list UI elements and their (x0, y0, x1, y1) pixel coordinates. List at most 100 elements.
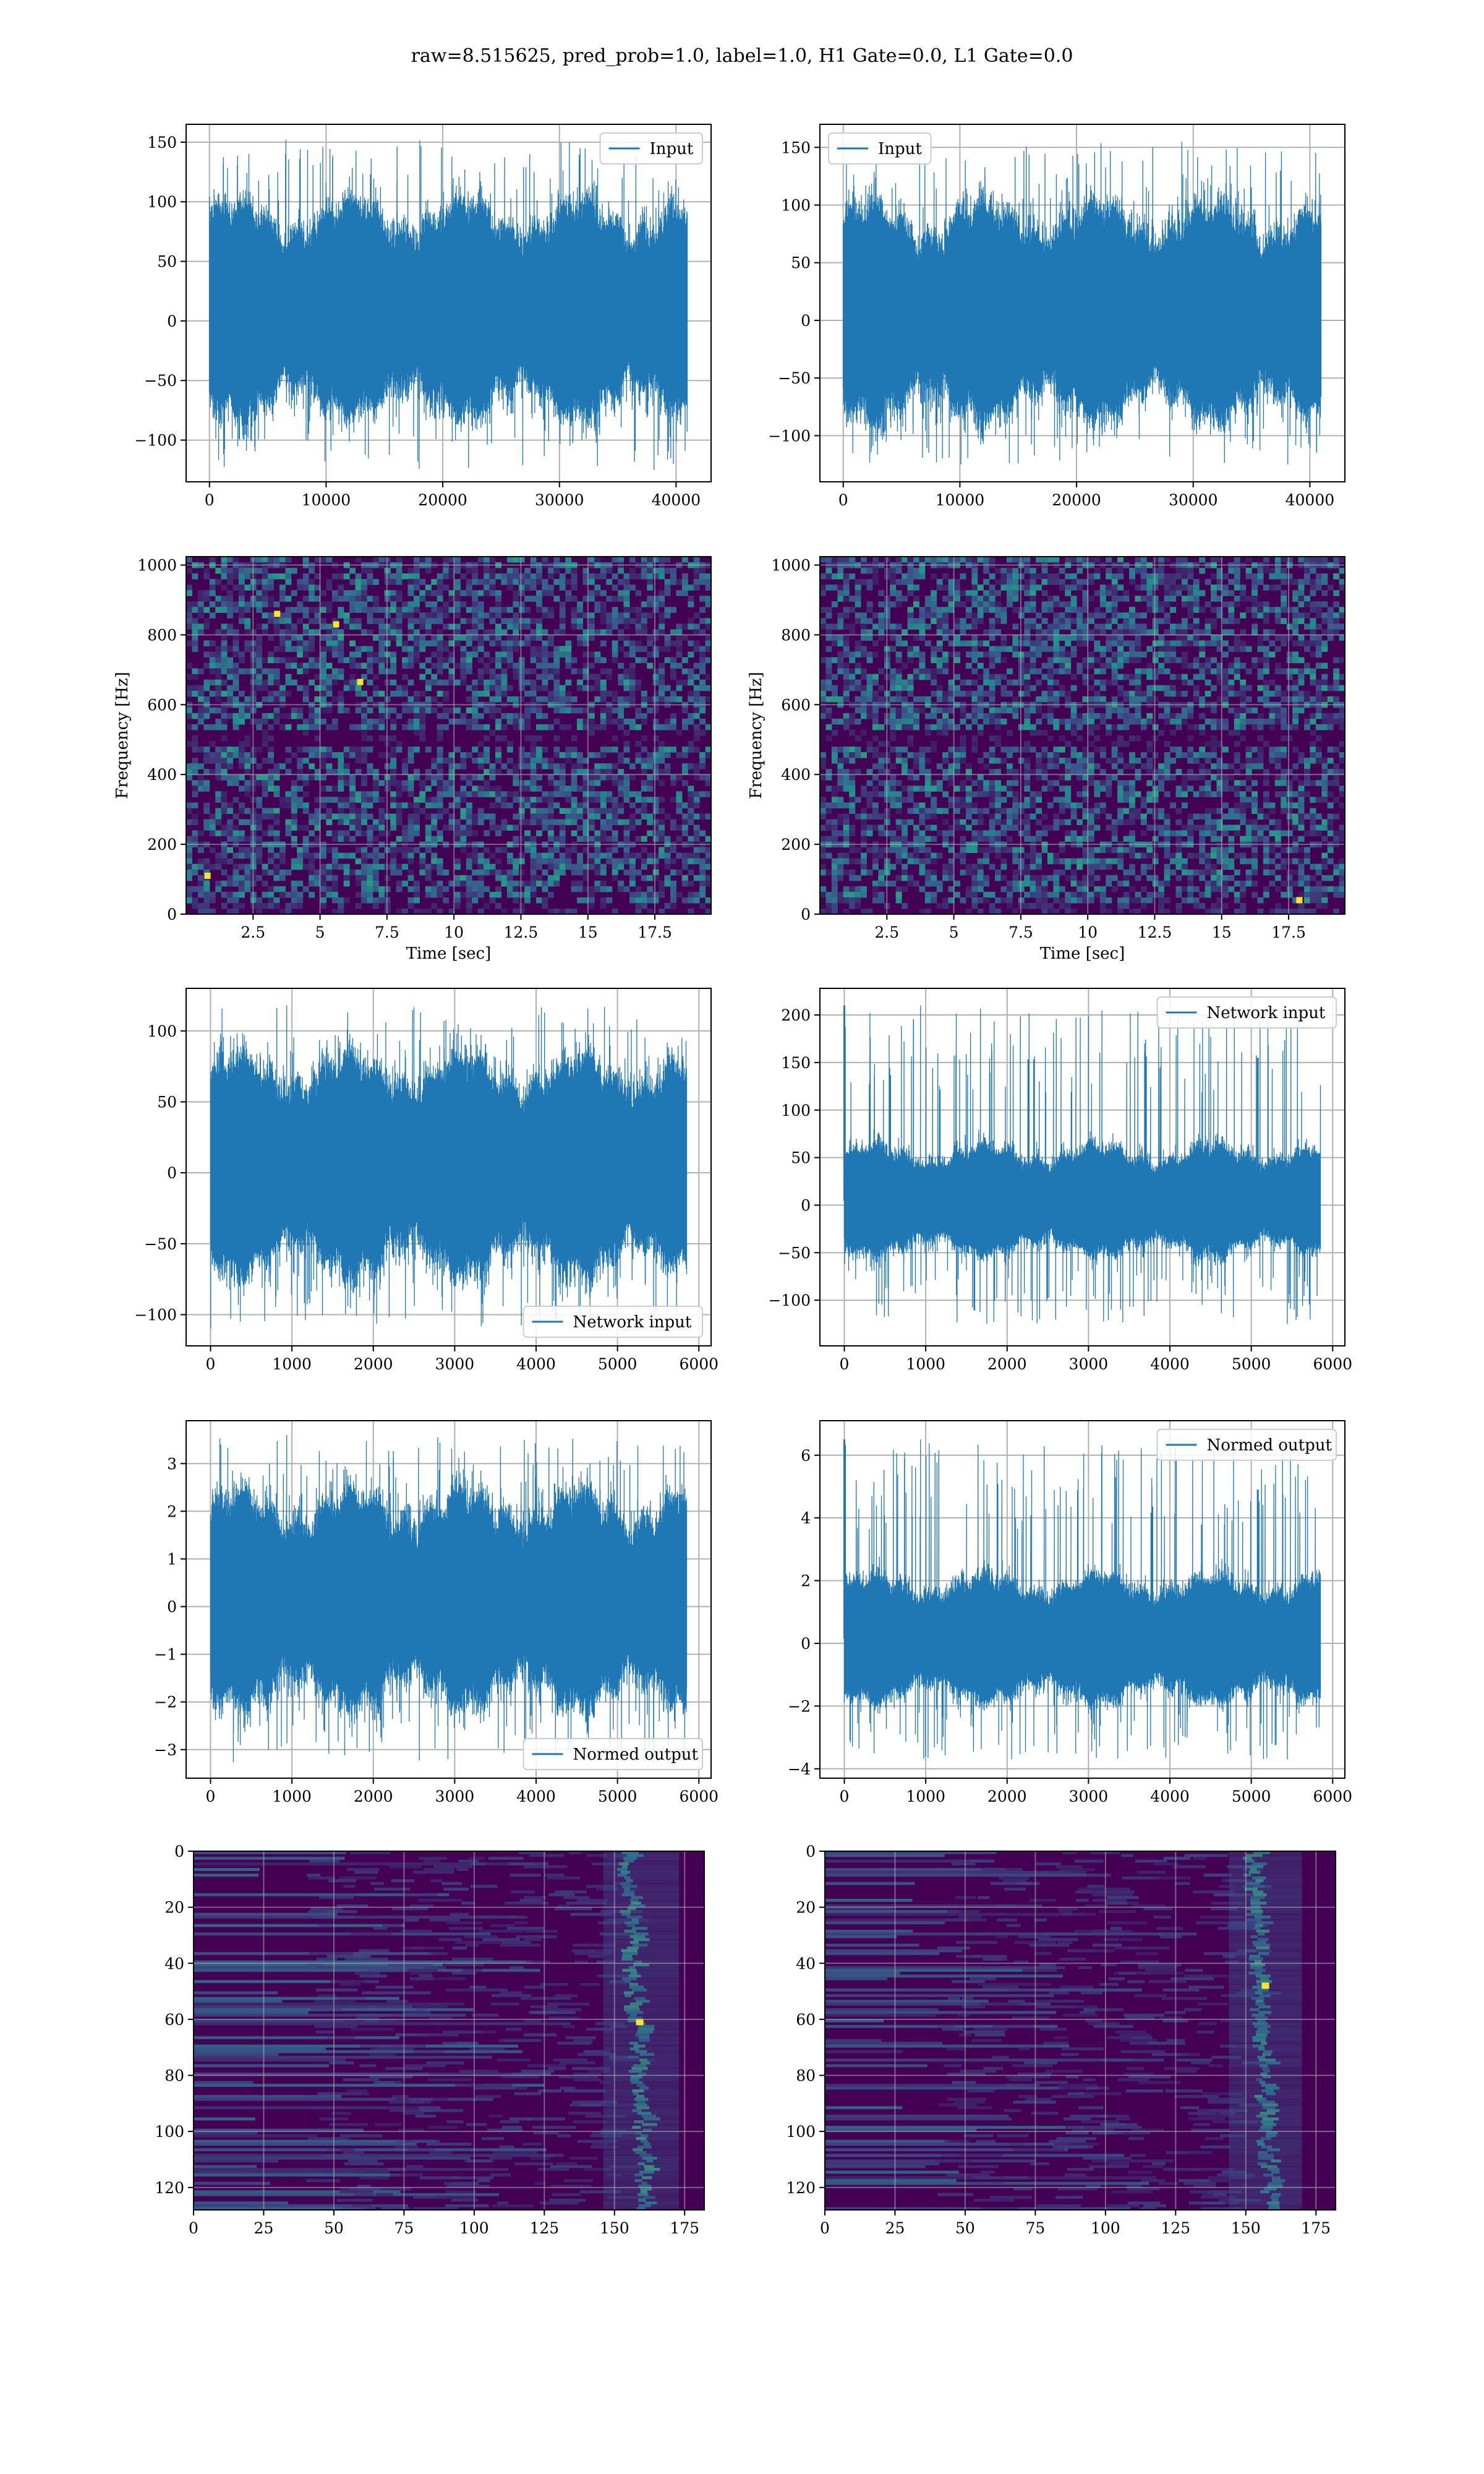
heatmap-cell (1036, 718, 1042, 725)
heatmap-cell (1036, 623, 1042, 630)
heatmap-cell (402, 646, 408, 653)
heatmap-cell (681, 880, 688, 887)
heatmap-cell (618, 880, 625, 887)
heatmap-cell (1199, 724, 1206, 730)
heatmap-cell (907, 623, 914, 630)
heatmap-cell (1234, 579, 1240, 585)
heatmap-cell (1216, 718, 1223, 725)
heatmap-cell (419, 557, 426, 563)
heatmap-cell (1041, 590, 1048, 596)
heatmap-cell (1333, 674, 1340, 680)
heatmap-cell (1187, 596, 1194, 602)
heatmap-cell (1252, 601, 1258, 607)
heatmap-cell (641, 875, 647, 881)
heatmap-cell (297, 774, 304, 781)
heatmap-cell (965, 612, 972, 618)
heatmap-cell (425, 568, 432, 574)
heatmap-cell (361, 662, 367, 669)
heatmap-cell (506, 758, 513, 764)
heatmap-cell (855, 590, 861, 596)
heatmap-cell (895, 707, 902, 714)
heatmap-cell (302, 668, 309, 675)
heatmap-cell (197, 747, 204, 753)
heatmap-cell (872, 690, 879, 697)
heatmap-cell (843, 579, 850, 585)
heatmap-cell (1181, 557, 1188, 563)
heatmap-cell (1164, 690, 1171, 697)
heatmap-cell (676, 802, 683, 808)
heatmap-cell (326, 863, 333, 870)
heatmap-cell (960, 601, 966, 607)
heatmap-cell (1187, 590, 1194, 596)
heatmap-cell (1146, 662, 1153, 669)
heatmap-cell (407, 791, 414, 797)
y-tick-label: 50 (157, 253, 177, 271)
heatmap-cell (965, 596, 972, 602)
heatmap-cell (186, 557, 192, 563)
heatmap-cell (670, 573, 676, 580)
heatmap-cell (291, 902, 297, 909)
heatmap-cell (419, 612, 426, 618)
heatmap-cell (437, 880, 443, 887)
heatmap-cell (542, 813, 548, 820)
heatmap-cell (681, 590, 688, 596)
heatmap-cell (437, 573, 443, 580)
heatmap-cell (443, 785, 450, 792)
heatmap-cell (542, 696, 548, 703)
heatmap-cell (965, 590, 972, 596)
heatmap-cell (431, 863, 438, 870)
heatmap-cell (1152, 573, 1159, 580)
heatmap-cell (484, 847, 490, 854)
heatmap-cell (1099, 713, 1106, 719)
heatmap-cell (238, 875, 245, 881)
heatmap-cell (437, 752, 443, 758)
heatmap-cell (612, 651, 618, 658)
heatmap-cell (530, 741, 537, 747)
heatmap-cell (1175, 724, 1182, 730)
heatmap-cell (326, 579, 333, 585)
heatmap-cell (693, 584, 700, 591)
heatmap-cell (367, 802, 373, 808)
heatmap-cell (477, 679, 484, 686)
heatmap-cell (238, 584, 245, 591)
heatmap-cell (635, 612, 642, 618)
heatmap-cell (559, 780, 566, 786)
heatmap-cell (664, 584, 671, 591)
heatmap-cell (618, 568, 625, 574)
heatmap-cell (705, 696, 712, 703)
heatmap-cell (437, 596, 443, 602)
heatmap-cell (960, 618, 966, 624)
heatmap-cell (559, 774, 566, 781)
heatmap-cell (1222, 590, 1229, 596)
y-tick-label: −100 (768, 427, 811, 445)
heatmap-cell (618, 774, 625, 781)
heatmap-cell (629, 774, 636, 781)
heatmap-cell (536, 651, 542, 658)
heatmap-cell (855, 718, 861, 725)
heatmap-cell (448, 557, 455, 563)
heatmap-cell (227, 596, 233, 602)
heatmap-cell (1059, 646, 1065, 653)
heatmap-cell (1193, 685, 1200, 691)
heatmap-cell (472, 713, 479, 719)
heatmap-cell (419, 674, 426, 680)
heatmap-cell (866, 579, 873, 585)
heatmap-cell (209, 758, 216, 764)
heatmap-cell (221, 724, 228, 730)
heatmap-cell (338, 651, 344, 658)
heatmap-cell (425, 612, 432, 618)
heatmap-cell (565, 813, 572, 820)
heatmap-cell (1281, 573, 1287, 580)
heatmap-cell (1140, 584, 1147, 591)
heatmap-cell (437, 662, 443, 669)
heatmap-cell (681, 747, 688, 753)
heatmap-cell (320, 797, 326, 803)
heatmap-cell (407, 657, 414, 664)
heatmap-cell (699, 646, 706, 653)
heatmap-cell (600, 902, 607, 909)
heatmap-cell (291, 785, 297, 792)
heatmap-cell (361, 747, 367, 753)
heatmap-cell (209, 557, 216, 563)
heatmap-cell (618, 769, 625, 775)
